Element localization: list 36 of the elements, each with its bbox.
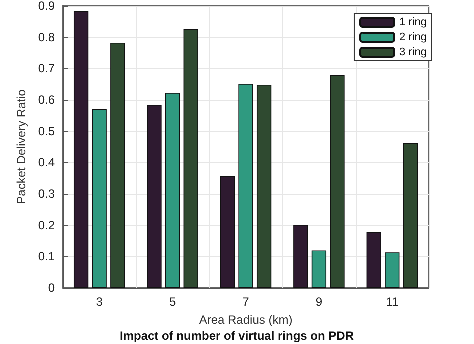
- bar: [385, 252, 400, 288]
- y-tick-label: 0.2: [38, 218, 56, 232]
- legend-label: 3 ring: [399, 46, 428, 58]
- x-tick-label: 9: [316, 295, 323, 309]
- bar: [256, 84, 272, 288]
- y-tick-label: 0.4: [38, 156, 56, 170]
- y-tick-label: 0.7: [38, 62, 56, 76]
- x-tick-label: 11: [386, 295, 399, 309]
- y-tick-label: 0: [48, 281, 56, 295]
- legend-label: 1 ring: [399, 16, 428, 28]
- bar: [238, 84, 254, 288]
- x-tick-label: 5: [169, 295, 176, 309]
- bar: [147, 105, 162, 288]
- bar: [165, 93, 180, 288]
- y-axis-title: Packet Delivery Ratio: [14, 89, 28, 204]
- bar: [294, 225, 308, 288]
- bar: [330, 75, 345, 288]
- x-axis-title: Area Radius (km): [199, 313, 293, 327]
- y-tick-label: 0.9: [38, 0, 56, 13]
- bar: [92, 109, 107, 288]
- y-tick-label: 0.5: [38, 124, 56, 138]
- legend-label: 2 ring: [399, 32, 428, 44]
- y-tick-label: 0.1: [38, 250, 56, 264]
- text: Impact of number of virtual rings on PDR: [120, 329, 354, 343]
- bar: [110, 42, 126, 288]
- x-tick-label: 7: [242, 295, 250, 309]
- bar: [220, 176, 236, 288]
- y-tick-label: 0.6: [38, 93, 56, 107]
- bar: [403, 144, 418, 288]
- y-tick-label: 0.3: [38, 187, 56, 201]
- bar: [312, 250, 327, 288]
- bar: [74, 11, 89, 288]
- bar: [184, 30, 198, 288]
- bar: [366, 232, 382, 288]
- x-tick-label: 3: [96, 295, 104, 309]
- y-tick-label: 0.8: [38, 30, 56, 44]
